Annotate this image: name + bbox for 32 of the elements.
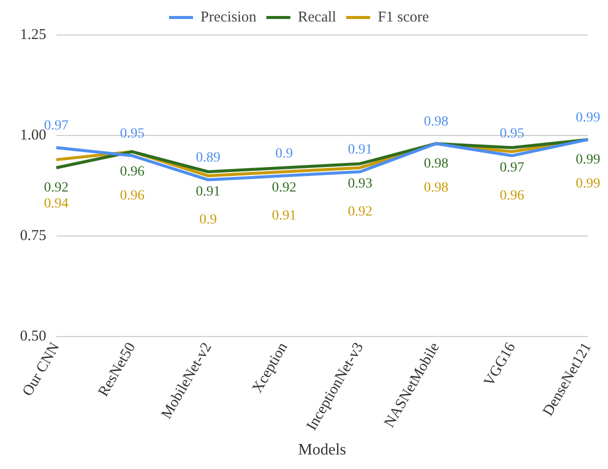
data-label: 0.98 <box>424 156 448 172</box>
y-tick-label: 0.50 <box>20 328 46 345</box>
data-label: 0.99 <box>576 176 600 192</box>
data-label: 0.92 <box>348 204 372 220</box>
data-label: 0.98 <box>424 180 448 196</box>
y-tick-label: 1.00 <box>20 127 46 144</box>
data-label: 0.92 <box>44 180 68 196</box>
data-label: 0.91 <box>272 208 296 224</box>
data-label: 0.92 <box>272 180 296 196</box>
data-label: 0.97 <box>500 160 524 176</box>
data-label: 0.91 <box>196 184 220 200</box>
data-label: 0.91 <box>348 142 372 158</box>
data-label: 0.94 <box>44 196 68 212</box>
legend-label: Recall <box>298 9 336 26</box>
data-label: 0.96 <box>120 164 144 180</box>
data-label: 0.96 <box>120 188 144 204</box>
data-label: 0.9 <box>199 212 217 228</box>
legend-label: Precision <box>200 9 257 26</box>
y-tick-label: 0.75 <box>20 228 46 244</box>
x-axis-title: Models <box>298 442 346 459</box>
data-label: 0.99 <box>576 110 600 126</box>
y-tick-label: 1.25 <box>20 26 46 43</box>
data-label: 0.98 <box>424 114 448 130</box>
data-label: 0.89 <box>196 150 220 166</box>
data-label: 0.95 <box>120 126 144 142</box>
data-label: 0.95 <box>500 126 524 142</box>
data-label: 0.96 <box>500 188 524 204</box>
data-label: 0.93 <box>348 176 372 192</box>
legend-label: F1 score <box>378 9 430 26</box>
data-label: 0.99 <box>576 152 600 168</box>
data-label: 0.9 <box>275 146 293 162</box>
data-label: 0.97 <box>44 118 68 134</box>
